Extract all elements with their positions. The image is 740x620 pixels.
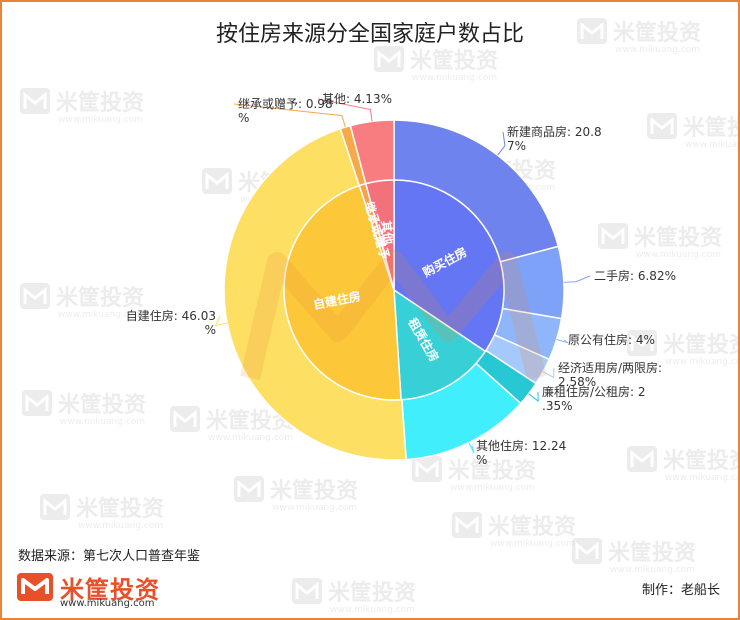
leader-lines (214, 98, 591, 454)
outer-slice-label: 2.58% (558, 375, 596, 389)
svg-text:www.mikuang.com: www.mikuang.com (272, 503, 357, 513)
inner-slice (364, 179, 395, 291)
leader-line (563, 275, 591, 283)
svg-text:米筐投资: 米筐投资 (634, 225, 722, 251)
svg-text:米筐投资: 米筐投资 (270, 478, 358, 504)
inner-slice (393, 288, 487, 401)
svg-text:www.mikuang.com: www.mikuang.com (208, 433, 293, 443)
outer-slice-label: 经济适用房/两限房: (558, 360, 662, 375)
svg-text:www.mikuang.com: www.mikuang.com (412, 73, 497, 83)
leader-line (214, 315, 228, 327)
svg-text:米筐投资: 米筐投资 (613, 20, 701, 46)
brand-url: www.mikuang.com (60, 598, 155, 609)
svg-text:米筐投资: 米筐投资 (76, 496, 164, 522)
svg-text:www.mikuang.com: www.mikuang.com (78, 521, 163, 531)
outer-slice-label: .35% (542, 399, 573, 413)
svg-text:www.mikuang.com: www.mikuang.com (58, 115, 143, 125)
inner-ring (283, 179, 505, 401)
svg-text:米筐投资: 米筐投资 (410, 48, 498, 74)
svg-text:米筐投资: 米筐投资 (488, 514, 576, 540)
svg-text:www.mikuang.com: www.mikuang.com (665, 473, 738, 483)
svg-text:米筐投资: 米筐投资 (56, 285, 144, 311)
center-watermark-mark (240, 250, 547, 381)
svg-text:www.mikuang.com: www.mikuang.com (636, 250, 721, 260)
outer-slice-label: % (476, 453, 487, 467)
outer-slice-label: 新建商品房: 20.8 (507, 124, 602, 139)
center-watermark (240, 250, 547, 381)
svg-text:米筐投资: 米筐投资 (663, 332, 738, 358)
svg-text:www.mikuang.com: www.mikuang.com (665, 357, 738, 367)
leader-line (528, 391, 539, 403)
outer-slice-label: 7% (507, 139, 526, 153)
brand-name: 米筐投资 (60, 576, 160, 604)
svg-text:www.mikuang.com: www.mikuang.com (490, 539, 575, 549)
leader-line (468, 442, 475, 454)
leader-line (556, 338, 569, 344)
outer-labels: 新建商品房: 20.87% 二手房: 6.82% 原公有住房: 4% 经济适用房/两限… (126, 92, 676, 467)
leader-line (542, 367, 555, 379)
watermark-layer: 米筐投资www.mikuang.com米筐投资www.mikuang.com米筐… (20, 18, 738, 615)
inner-slice (393, 179, 505, 353)
outer-slice-label: % (205, 323, 216, 337)
leader-line (497, 131, 506, 156)
source-text: 数据来源：第七次人口普查年鉴 (18, 549, 201, 564)
svg-text:www.mikuang.com: www.mikuang.com (610, 565, 695, 575)
svg-text:米筐投资: 米筐投资 (56, 90, 144, 116)
svg-text:www.mikuang.com: www.mikuang.com (58, 310, 143, 320)
svg-text:www.mikuang.com: www.mikuang.com (60, 417, 145, 427)
outer-slice-label: 其他住房: 12.24 (476, 438, 566, 453)
outer-slice-label: 其他: 4.13% (322, 92, 392, 106)
outer-slice-label: 自建住房: 46.03 (126, 308, 216, 323)
svg-text:www.mikuang.com: www.mikuang.com (615, 45, 700, 55)
svg-text:米筐投资: 米筐投资 (328, 580, 416, 606)
svg-text:米筐投资: 米筐投资 (663, 448, 738, 474)
credit-text: 制作：老船长 (641, 583, 720, 598)
leader-line (317, 98, 373, 122)
outer-ring (223, 119, 565, 461)
inner-slice (283, 184, 402, 401)
svg-text:米筐投资: 米筐投资 (608, 540, 696, 566)
leader-line (233, 103, 346, 128)
svg-text:米筐投资: 米筐投资 (448, 458, 536, 484)
brand-logo-icon (17, 573, 53, 601)
outer-slice-label: % (238, 111, 249, 125)
outer-slice-label: 继承或赠予: 0.98 (238, 97, 333, 111)
svg-text:www.mikuang.com: www.mikuang.com (685, 140, 738, 150)
outer-slice-label: 二手房: 6.82% (594, 268, 676, 283)
brand-logo: 米筐投资 www.mikuang.com (16, 568, 216, 614)
outer-slice-label: 廉租住房/公租房: 2 (542, 384, 646, 399)
chart-title: 按住房来源分全国家庭户数占比 (215, 22, 524, 47)
outer-slice-label: 原公有住房: 4% (568, 332, 655, 347)
svg-text:米筐投资: 米筐投资 (58, 392, 146, 418)
svg-text:www.mikuang.com: www.mikuang.com (330, 605, 415, 615)
inner-slice-label: 其他 (379, 219, 397, 245)
svg-text:www.mikuang.com: www.mikuang.com (450, 483, 535, 493)
svg-text:米筐投资: 米筐投资 (683, 115, 738, 141)
